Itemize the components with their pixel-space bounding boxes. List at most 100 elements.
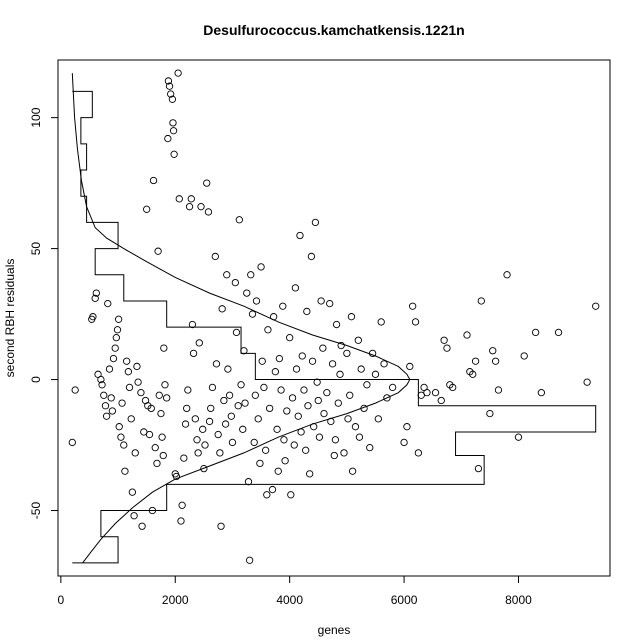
data-point — [346, 391, 354, 399]
data-point — [308, 357, 317, 365]
data-point — [248, 310, 257, 318]
data-point — [344, 415, 352, 423]
data-point — [306, 470, 314, 478]
data-point — [114, 315, 123, 323]
data-point — [118, 399, 126, 407]
data-point — [380, 360, 388, 368]
data-point — [431, 388, 440, 397]
data-point — [212, 360, 221, 368]
data-point — [102, 412, 111, 420]
x-axis: 0 2000 4000 6000 8000 — [58, 575, 532, 607]
data-point — [247, 271, 255, 279]
data-point — [188, 320, 197, 329]
data-point — [486, 409, 494, 418]
data-point — [201, 441, 209, 449]
data-point — [153, 459, 161, 468]
data-point — [374, 415, 382, 423]
data-point — [440, 336, 448, 344]
data-point — [211, 252, 219, 261]
data-point — [334, 399, 342, 407]
data-point — [89, 313, 97, 321]
data-point — [245, 556, 254, 564]
data-point — [68, 438, 76, 447]
data-point — [178, 501, 186, 509]
histogram-layer — [72, 90, 597, 564]
data-point — [195, 339, 203, 347]
data-point — [160, 344, 168, 352]
data-point — [172, 472, 181, 481]
data-point — [302, 446, 310, 454]
data-point — [463, 331, 471, 339]
data-point — [437, 396, 445, 405]
data-point — [326, 299, 334, 308]
data-point — [157, 409, 165, 418]
data-point — [360, 404, 368, 413]
data-point — [100, 391, 108, 399]
data-point — [348, 467, 357, 475]
data-point — [185, 203, 194, 211]
data-point — [113, 326, 122, 334]
data-point — [221, 420, 230, 428]
data-point — [263, 491, 271, 499]
data-point — [122, 357, 131, 365]
data-point — [297, 428, 305, 436]
data-point — [235, 216, 243, 224]
data-point — [127, 415, 135, 423]
data-point — [191, 415, 199, 423]
data-point — [310, 423, 318, 431]
data-point — [240, 347, 248, 355]
data-point — [112, 333, 120, 342]
data-point — [177, 517, 185, 525]
data-point — [117, 433, 125, 441]
data-point — [287, 491, 295, 499]
data-point — [286, 333, 294, 342]
data-point — [203, 179, 211, 187]
data-point — [377, 318, 385, 326]
data-point — [205, 417, 214, 426]
data-point — [280, 436, 288, 444]
data-point — [175, 195, 183, 203]
data-point — [503, 271, 511, 279]
y-axis-label: second RBH residuals — [3, 259, 17, 378]
data-point — [281, 457, 289, 465]
data-point — [537, 388, 546, 397]
data-point — [383, 394, 391, 402]
data-point — [98, 381, 106, 389]
data-point — [313, 378, 321, 386]
data-point — [241, 399, 249, 407]
data-point — [237, 381, 245, 389]
data-point — [214, 430, 222, 439]
data-point — [168, 95, 177, 103]
data-point — [388, 383, 397, 392]
x-tick-label: 4000 — [276, 593, 303, 607]
data-point — [494, 386, 503, 394]
plot-frame — [57, 59, 611, 577]
data-point — [371, 370, 380, 378]
data-point — [400, 438, 408, 447]
y-tick-label: 0 — [29, 376, 43, 383]
data-point — [167, 90, 175, 98]
data-point — [355, 433, 364, 441]
data-point — [337, 341, 345, 350]
data-point — [193, 436, 201, 444]
data-point — [592, 302, 600, 310]
data-point — [107, 394, 115, 402]
x-tick-label: 8000 — [505, 593, 532, 607]
x-tick-label: 2000 — [162, 593, 189, 607]
data-point — [234, 402, 242, 410]
data-point — [134, 378, 142, 386]
data-point — [183, 404, 191, 413]
data-point — [300, 386, 308, 394]
data-point — [409, 302, 417, 310]
data-point — [161, 381, 169, 389]
x-tick-label: 6000 — [391, 593, 418, 607]
data-point — [130, 512, 138, 520]
data-point — [275, 354, 284, 363]
data-point — [283, 407, 291, 415]
data-point — [200, 464, 208, 473]
data-point — [239, 425, 247, 433]
data-point — [514, 433, 523, 441]
data-point — [471, 357, 480, 365]
data-point — [164, 134, 172, 143]
